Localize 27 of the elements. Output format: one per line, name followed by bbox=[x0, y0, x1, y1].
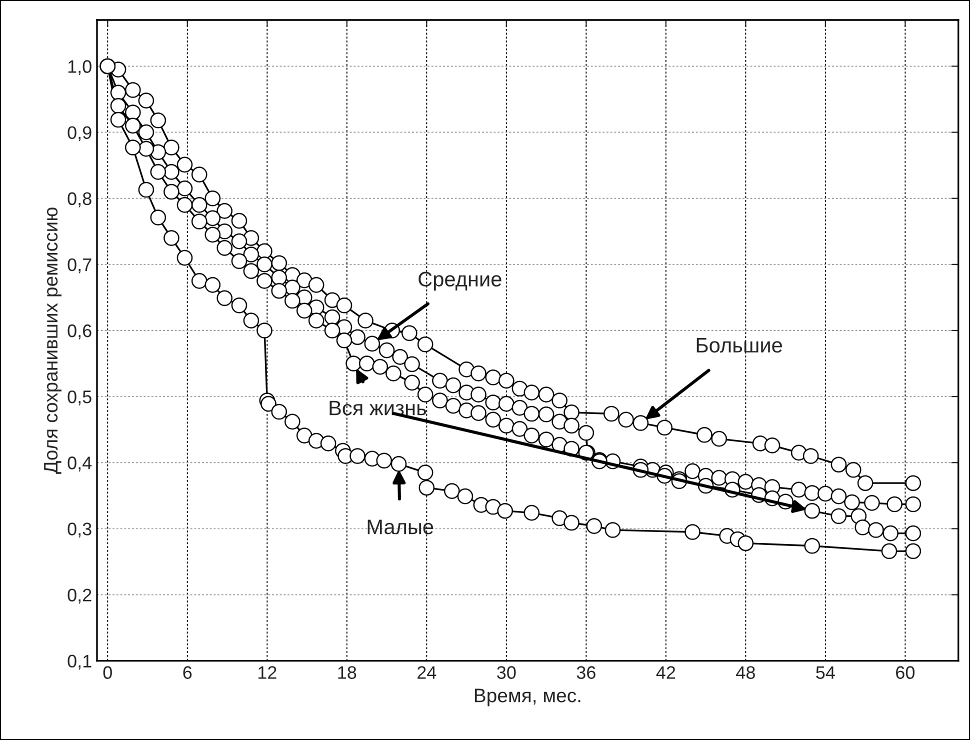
y-tick-label: 1,0 bbox=[68, 60, 92, 76]
x-tick-label: 12 bbox=[258, 666, 276, 679]
x-axis-title: Время, мес. bbox=[474, 688, 580, 706]
y-tick-label: 0,8 bbox=[68, 192, 92, 208]
y-tick-label: 0,5 bbox=[68, 390, 92, 406]
y-tick-label: 0,6 bbox=[68, 324, 92, 340]
y-tick-label: 0,4 bbox=[68, 456, 92, 472]
x-tick-label: 30 bbox=[497, 666, 516, 679]
y-tick-label: 0,3 bbox=[68, 522, 92, 538]
annotation: Большие bbox=[696, 338, 782, 353]
x-tick-label: 42 bbox=[656, 666, 676, 679]
annotation: Вся жизнь bbox=[330, 400, 426, 416]
x-tick-label: 36 bbox=[576, 666, 596, 679]
x-tick-label: 6 bbox=[183, 666, 192, 679]
y-tick-label: 0,7 bbox=[68, 258, 92, 274]
x-tick-label: 24 bbox=[418, 666, 436, 679]
x-tick-label: 60 bbox=[896, 666, 915, 679]
annotation: Малые bbox=[368, 520, 434, 534]
y-tick-label: 0,9 bbox=[68, 126, 92, 142]
y-tick-label: 0,1 bbox=[68, 654, 92, 670]
x-tick-label: 18 bbox=[338, 666, 356, 679]
y-axis-title: Доля сохранивших ремиссию bbox=[44, 208, 62, 474]
y-tick-label: 0,2 bbox=[68, 588, 92, 604]
annotation: Средние bbox=[418, 272, 502, 291]
x-tick-label: 48 bbox=[736, 666, 755, 679]
x-tick-label: 54 bbox=[816, 666, 835, 679]
x-tick-label: 0 bbox=[103, 666, 112, 679]
